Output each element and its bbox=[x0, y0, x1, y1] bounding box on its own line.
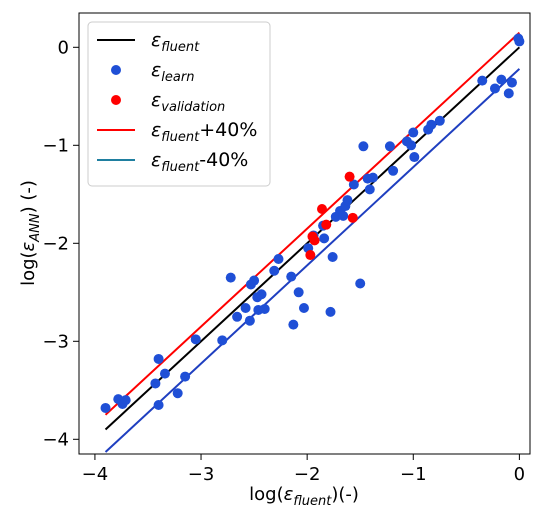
y-tick-label: 0 bbox=[58, 37, 69, 58]
y-axis-label: log(εANN) (-) bbox=[18, 180, 43, 286]
x-tick-label: −1 bbox=[400, 464, 427, 485]
learn-point bbox=[338, 210, 349, 221]
learn-point bbox=[506, 77, 517, 88]
learn-point bbox=[434, 115, 445, 126]
validation-point bbox=[347, 212, 358, 223]
learn-point bbox=[327, 252, 338, 263]
learn-point bbox=[388, 165, 399, 176]
learn-point bbox=[348, 179, 359, 190]
learn-point bbox=[232, 311, 243, 322]
learn-point bbox=[408, 127, 419, 138]
y-axis-ticks: −4 −3 −2 −1 0 bbox=[42, 37, 79, 450]
x-tick-label: −3 bbox=[188, 464, 215, 485]
learn-point bbox=[514, 36, 525, 47]
y-tick-label: −4 bbox=[42, 429, 69, 450]
learn-point bbox=[225, 272, 236, 283]
reference-line-2 bbox=[104, 68, 521, 453]
learn-point bbox=[256, 289, 267, 300]
learn-point bbox=[286, 271, 297, 282]
legend-marker-swatch bbox=[111, 65, 121, 75]
learn-point bbox=[496, 74, 507, 85]
learn-point bbox=[409, 152, 420, 163]
validation-point bbox=[317, 204, 328, 214]
learn-point bbox=[364, 184, 375, 195]
learn-point bbox=[190, 334, 201, 345]
legend-box bbox=[87, 21, 271, 187]
learn-point bbox=[172, 388, 183, 399]
learn-point bbox=[406, 140, 417, 151]
y-tick-label: −3 bbox=[42, 331, 69, 352]
learn-point bbox=[273, 253, 284, 264]
x-tick-label: −4 bbox=[82, 464, 109, 485]
reference-line-1 bbox=[104, 31, 521, 416]
validation-point bbox=[309, 235, 320, 246]
legend: εfluent εlearn εvalidation εfluent+40% εflue… bbox=[87, 21, 271, 187]
learn-point bbox=[319, 233, 330, 244]
validation-point bbox=[321, 219, 332, 230]
learn-point bbox=[288, 319, 299, 330]
x-tick-label: −2 bbox=[294, 464, 321, 485]
validation-point bbox=[344, 171, 355, 182]
learn-point bbox=[298, 302, 309, 313]
learn-point bbox=[259, 303, 270, 314]
learn-point bbox=[153, 353, 164, 364]
learn-point bbox=[180, 371, 191, 382]
learn-point bbox=[120, 395, 131, 406]
learn-point bbox=[355, 278, 366, 289]
x-axis-label: log(εfluent)(-) bbox=[249, 484, 359, 509]
learn-point bbox=[217, 335, 228, 346]
learn-point bbox=[249, 275, 260, 286]
data-points bbox=[100, 33, 525, 413]
legend-label: εfluent-40% bbox=[151, 149, 248, 175]
y-tick-label: −1 bbox=[42, 135, 69, 156]
learn-point bbox=[367, 172, 378, 183]
legend-label: εlearn bbox=[151, 59, 194, 85]
learn-point bbox=[153, 400, 164, 410]
learn-point bbox=[477, 75, 488, 86]
learn-point bbox=[293, 287, 304, 298]
validation-point bbox=[305, 250, 316, 261]
learn-point bbox=[358, 141, 369, 152]
legend-label: εfluent bbox=[151, 29, 200, 55]
legend-label: εvalidation bbox=[151, 89, 225, 115]
learn-point bbox=[100, 402, 111, 413]
learn-point bbox=[159, 368, 170, 379]
learn-point bbox=[150, 378, 161, 389]
x-tick-label: 0 bbox=[514, 464, 525, 485]
legend-label: εfluent+40% bbox=[151, 119, 257, 145]
x-axis-ticks: −4 −3 −2 −1 0 bbox=[82, 454, 525, 485]
learn-point bbox=[426, 119, 437, 130]
learn-point bbox=[240, 302, 251, 313]
learn-point bbox=[269, 265, 280, 276]
learn-point bbox=[325, 306, 336, 317]
y-tick-label: −2 bbox=[42, 233, 69, 254]
learn-point bbox=[503, 88, 514, 99]
learn-point bbox=[342, 195, 353, 206]
learn-point bbox=[244, 315, 255, 326]
learn-point bbox=[489, 83, 500, 94]
learn-point bbox=[384, 141, 395, 152]
legend-marker-swatch bbox=[111, 95, 121, 105]
